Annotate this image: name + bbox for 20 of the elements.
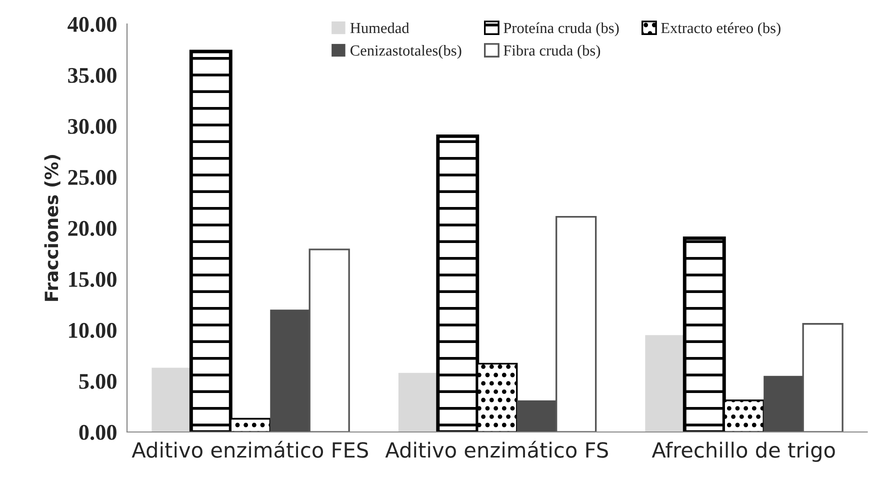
x-tick-label: Aditivo enzimático FS: [385, 440, 608, 458]
y-tick-label: 40.00: [68, 16, 116, 32]
y-tick-label: 25.00: [68, 170, 116, 186]
y-tick-label: 20.00: [68, 220, 116, 236]
bar: [398, 372, 438, 432]
bar: [152, 368, 192, 432]
y-tick-label: 5.00: [79, 374, 116, 390]
y-tick-label: 10.00: [69, 322, 116, 338]
x-tick-label: Afrechillo de trigo: [652, 442, 835, 462]
y-tick-label: 15.00: [69, 272, 116, 288]
x-tick-label: Aditivo enzimático FES: [132, 440, 368, 458]
y-tick-label: 35.00: [68, 68, 116, 84]
legend-label: Cenizastotales(bs): [350, 44, 462, 59]
legend-label: Proteína cruda (bs): [504, 22, 619, 36]
legend-label: Extracto etéreo (bs): [661, 22, 780, 36]
y-tick-label: 30.00: [68, 118, 116, 134]
legend-label: Fibra cruda (bs): [504, 44, 600, 59]
legend-label: Humedad: [350, 22, 410, 34]
y-axis-title: Fracciones (%): [44, 155, 60, 301]
y-tick-label: 0.00: [79, 424, 116, 440]
